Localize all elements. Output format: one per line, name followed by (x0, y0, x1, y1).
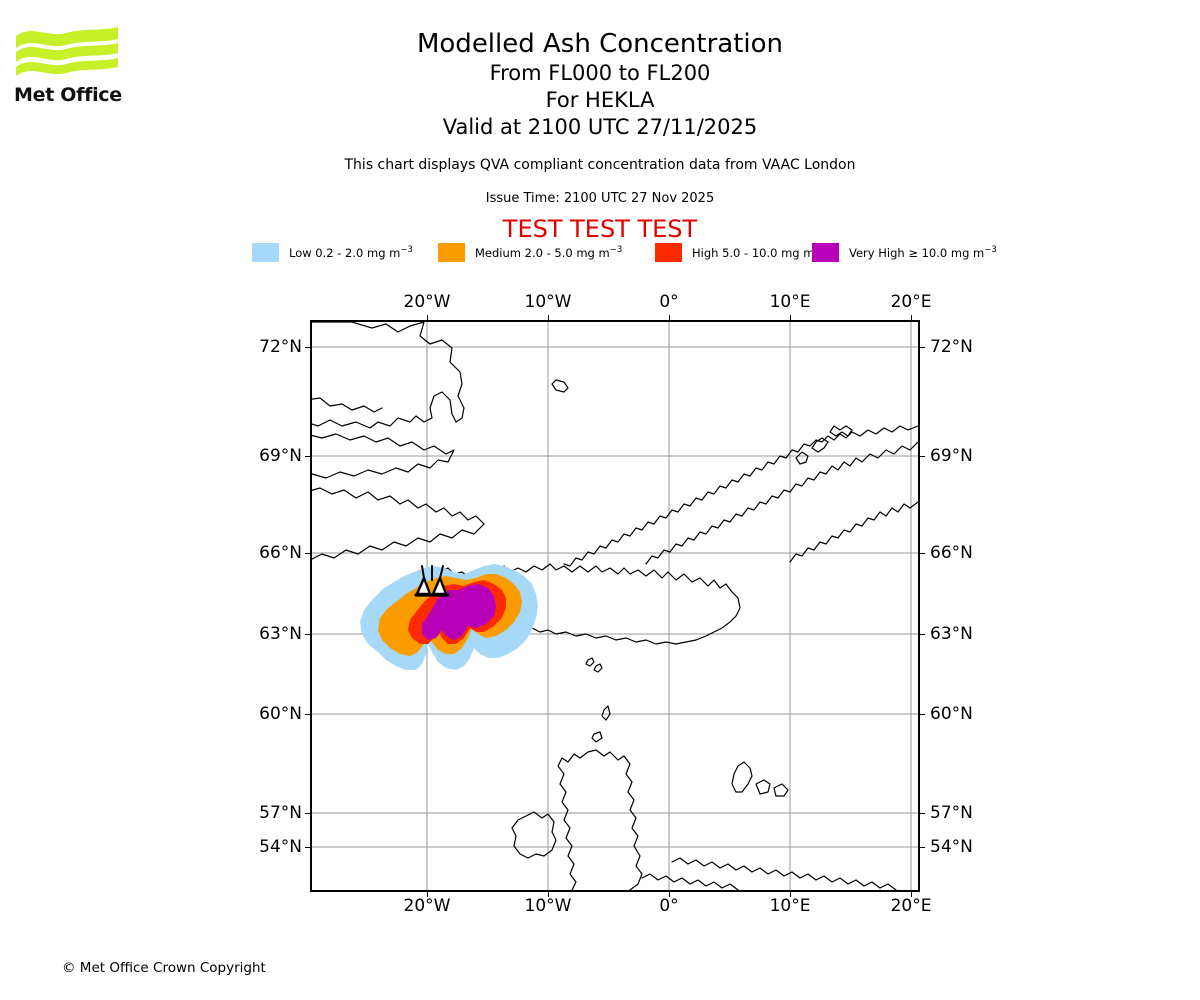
tickmark-bottom-20 (911, 892, 912, 897)
xtick-bottom-10: 10°E (769, 896, 811, 916)
met-office-logo: Met Office (14, 22, 124, 112)
ytick-left-69: 69°N (259, 446, 302, 466)
valid-time: Valid at 2100 UTC 27/11/2025 (442, 115, 758, 139)
tickmark-left-66 (305, 553, 310, 554)
tickmark-right-54 (920, 847, 925, 848)
ytick-right-57: 57°N (930, 803, 973, 823)
lofoten-islands (795, 425, 853, 465)
legend-item-1: Medium 2.0 - 5.0 mg m−3 (438, 241, 622, 263)
norway-interior-border (645, 441, 918, 565)
tickmark-right-63 (920, 634, 925, 635)
legend-label-2: High 5.0 - 10.0 mg m−3 (692, 245, 827, 260)
legend-swatch-3 (812, 242, 839, 262)
map-plot-area (310, 320, 920, 892)
europe-north-coastline (671, 857, 897, 890)
logo-waves-icon (16, 27, 118, 76)
xtick-bottom-20: 20°E (890, 896, 932, 916)
flight-level-range: From FL000 to FL200 (489, 61, 711, 85)
greenland-coastline (312, 322, 465, 479)
ireland-coastline (511, 811, 557, 859)
chart-subtitle: This chart displays QVA compliant concen… (344, 157, 856, 173)
ytick-right-72: 72°N (930, 337, 973, 357)
xtick-bottom-0: 0° (659, 896, 679, 916)
xtick-top-10: 10°E (769, 292, 811, 312)
ytick-left-60: 60°N (259, 704, 302, 724)
tickmark-bottom-0 (669, 892, 670, 897)
ytick-left-54: 54°N (259, 837, 302, 857)
orkney-islands (591, 731, 603, 743)
tickmark-left-63 (305, 634, 310, 635)
tickmark-top-10 (790, 315, 791, 320)
map-canvas (312, 322, 918, 890)
legend-item-2: High 5.0 - 10.0 mg m−3 (655, 241, 827, 263)
legend-item-3: Very High ≥ 10.0 mg m−3 (812, 241, 997, 263)
tickmark-left-60 (305, 714, 310, 715)
tickmark-top-20 (911, 315, 912, 320)
chart-title-block: Modelled Ash Concentration From FL000 to… (0, 28, 1200, 141)
issue-time: Issue Time: 2100 UTC 27 Nov 2025 (485, 191, 715, 206)
tickmark-left-54 (305, 847, 310, 848)
volcano-name-line: For HEKLA (545, 88, 655, 112)
ytick-right-54: 54°N (930, 837, 973, 857)
tickmark-right-57 (920, 813, 925, 814)
faroe-islands (585, 657, 603, 673)
plume-very-high-contour (422, 584, 496, 640)
legend-item-0: Low 0.2 - 2.0 mg m−3 (252, 241, 413, 263)
xtick-top--10: 10°W (524, 292, 572, 312)
shetland-islands (601, 705, 611, 721)
europe-coast-lower (641, 873, 739, 890)
legend-swatch-1 (438, 242, 465, 262)
xtick-top-0: 0° (659, 292, 679, 312)
legend-label-3: Very High ≥ 10.0 mg m−3 (849, 244, 997, 260)
tickmark-left-69 (305, 456, 310, 457)
xtick-bottom--20: 20°W (403, 896, 451, 916)
tickmark-right-66 (920, 553, 925, 554)
ytick-right-69: 69°N (930, 446, 973, 466)
concentration-legend: Low 0.2 - 2.0 mg m−3 Medium 2.0 - 5.0 mg … (240, 241, 1000, 263)
tickmark-bottom--10 (548, 892, 549, 897)
ytick-left-63: 63°N (259, 624, 302, 644)
legend-label-0: Low 0.2 - 2.0 mg m−3 (289, 244, 413, 260)
logo-text: Met Office (14, 84, 122, 106)
ash-plume-contours (360, 564, 538, 670)
sweden-coastline (789, 501, 918, 563)
tickmark-left-72 (305, 347, 310, 348)
tickmark-left-57 (305, 813, 310, 814)
page-title: Modelled Ash Concentration (416, 29, 784, 59)
ytick-right-60: 60°N (930, 704, 973, 724)
ytick-left-57: 57°N (259, 803, 302, 823)
tickmark-bottom--20 (427, 892, 428, 897)
tickmark-top--10 (548, 315, 549, 320)
greenland-south-coast (312, 487, 485, 560)
ytick-right-66: 66°N (930, 543, 973, 563)
legend-swatch-2 (655, 242, 682, 262)
ytick-left-72: 72°N (259, 337, 302, 357)
copyright-notice: © Met Office Crown Copyright (62, 960, 266, 976)
tickmark-top--20 (427, 315, 428, 320)
denmark-coastline (731, 761, 789, 797)
tickmark-bottom-10 (790, 892, 791, 897)
ytick-left-66: 66°N (259, 543, 302, 563)
xtick-top-20: 20°E (890, 292, 932, 312)
xtick-top--20: 20°W (403, 292, 451, 312)
legend-swatch-0 (252, 242, 279, 262)
legend-label-1: Medium 2.0 - 5.0 mg m−3 (475, 244, 623, 260)
test-banner: TEST TEST TEST (502, 215, 698, 243)
xtick-bottom--10: 10°W (524, 896, 572, 916)
tickmark-right-72 (920, 347, 925, 348)
volcano-symbol-icon (414, 565, 450, 597)
tickmark-right-69 (920, 456, 925, 457)
tickmark-top-0 (669, 315, 670, 320)
norway-coastline (563, 425, 918, 567)
great-britain-coastline (557, 749, 643, 890)
jan-mayen-island (551, 379, 569, 393)
ytick-right-63: 63°N (930, 624, 973, 644)
tickmark-right-60 (920, 714, 925, 715)
